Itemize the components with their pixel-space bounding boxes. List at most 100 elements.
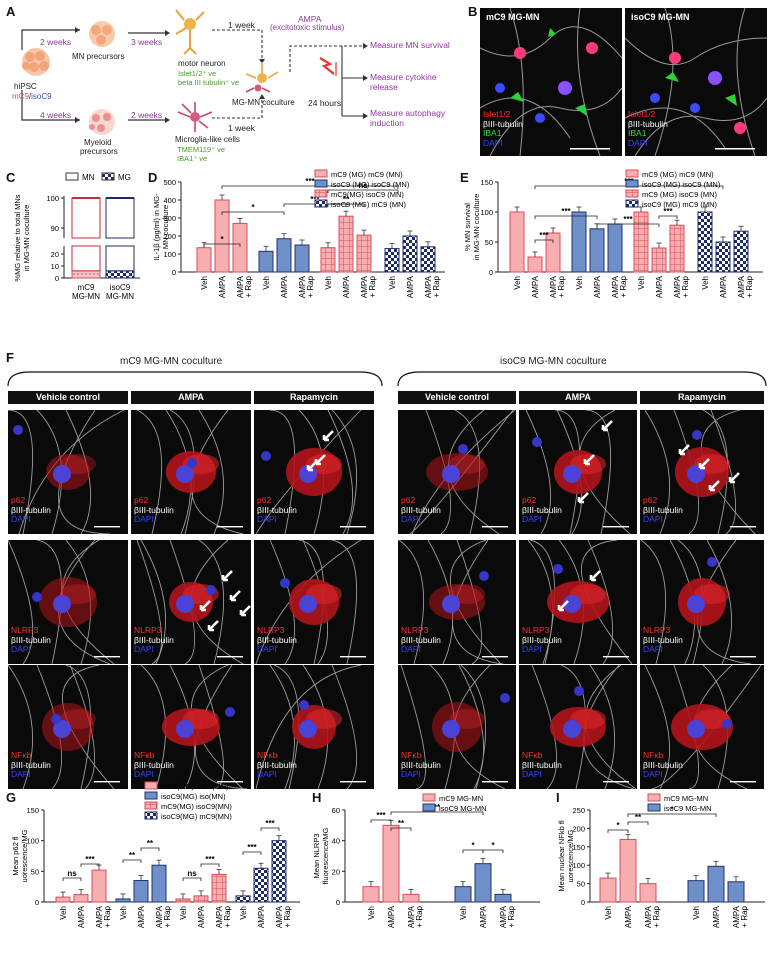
f-micrograph-legend: NFκb βIII-tubulin DAPI: [522, 750, 562, 780]
two-weeks-bot: 2 weeks: [131, 110, 163, 120]
bar-e: [715, 241, 731, 273]
x-tick-label: AMPA: [655, 275, 664, 298]
f-micrograph-legend: NLRP3 βIII-tubulin DAPI: [401, 625, 441, 655]
bar-i: [727, 881, 745, 903]
legend-swatch: [144, 791, 158, 800]
x-tick-label: Veh: [513, 276, 522, 290]
y-tick-label: 0: [489, 268, 493, 277]
marker-label: NLRP3: [401, 625, 429, 635]
legend-label: mC9 (MG) mC9 (MN): [331, 170, 403, 179]
tubulin-label: βIII-tubulin: [643, 504, 683, 515]
bar-e: [669, 224, 685, 273]
mc9-label: mC9: [12, 92, 29, 101]
f-column-header: Vehicle control: [398, 391, 516, 404]
legend-swatch: [625, 189, 639, 198]
significance-bracket: [182, 877, 202, 881]
legend-label: isoC9 MG-MN: [439, 804, 487, 813]
f-column-header: AMPA: [131, 391, 251, 404]
significance-label: ***: [305, 177, 315, 186]
bar-e: [697, 211, 713, 273]
x-tick-label: AMPA: [479, 905, 488, 928]
legend-label: isoC9 MG-MN: [664, 804, 712, 813]
marker-label: NLRP3: [522, 625, 550, 635]
legend-swatch: [314, 199, 328, 208]
significance-bracket: [221, 211, 285, 215]
x-tick-label: + Rap: [103, 905, 112, 927]
f-micrograph-image: [531, 665, 637, 789]
outcome-autophagy-2: induction: [370, 118, 405, 128]
significance-bracket: [596, 223, 660, 227]
bar-e: [607, 223, 623, 273]
x-tick-label: + Rap: [244, 275, 253, 297]
bar-mn: [71, 245, 101, 272]
panel-letter-h: H: [312, 790, 322, 805]
x-tick-label: + Rap: [163, 905, 172, 927]
f-micrograph: NFκb βIII-tubulin DAPI: [131, 665, 251, 789]
significance-bracket: [140, 847, 160, 851]
arrow-icon: [322, 430, 334, 442]
significance-bracket: [658, 215, 678, 219]
x-tick-label: + Rap: [432, 275, 441, 297]
x-tick-label: Veh: [262, 276, 271, 290]
dapi-label: DAPI: [134, 769, 154, 779]
y-tick-label: 400: [163, 196, 176, 205]
marker-label: NFκb: [522, 750, 543, 760]
significance-label: ***: [561, 207, 571, 216]
significance-bracket: [482, 849, 504, 853]
x-tick-label: AMPA: [387, 905, 396, 928]
bar-i: [639, 883, 657, 903]
legend-label: isoC9 (MG) mC9 (MN): [642, 200, 717, 209]
two-weeks-top: 2 weeks: [40, 37, 72, 47]
tubulin-legend-2: βIII-tubulin: [628, 118, 668, 129]
legend-swatch: [625, 179, 639, 188]
f-column-header: AMPA: [519, 391, 637, 404]
legend-swatch: [65, 172, 79, 181]
x-tick-label: AMPA: [197, 905, 206, 928]
y-tick-label: 500: [163, 178, 176, 187]
legend-swatch: [647, 793, 661, 802]
bar-g: [271, 840, 287, 903]
bar-e: [509, 211, 525, 273]
y-tick-label: 300: [163, 214, 176, 223]
dapi-label: DAPI: [401, 644, 421, 654]
x-tick-label: Veh: [179, 906, 188, 920]
x-tick-label: + Rap: [557, 275, 566, 297]
y-axis-label: MN coculture: [161, 205, 170, 249]
y-tick-label: 0: [581, 898, 585, 907]
f-micrograph: NLRP3 βIII-tubulin DAPI: [254, 540, 374, 664]
slash-label: /: [28, 92, 32, 101]
f-micrograph-image: [255, 410, 366, 534]
significance-bracket: [200, 863, 220, 867]
f-micrograph: NLRP3 βIII-tubulin DAPI: [398, 540, 516, 664]
x-tick-label: AMPA: [407, 905, 416, 928]
significance-bracket: [62, 877, 82, 881]
bar-mn: [105, 245, 135, 272]
chart-i: 0 50 100 150 200 250 Mean nuclear NFkb fl uores…: [557, 793, 765, 928]
significance-bracket: [534, 215, 598, 219]
marker-label: p62: [401, 495, 416, 505]
x-tick-label: AMPA: [280, 275, 289, 298]
bar-d: [196, 247, 212, 273]
significance-bracket: [534, 239, 554, 243]
tubulin-label: βIII-tubulin: [643, 759, 683, 770]
significance-label: **: [343, 195, 350, 204]
panel-letter-d: D: [148, 170, 158, 185]
bar-e: [589, 228, 605, 273]
marker-label: p62: [11, 495, 26, 505]
x-tick-label: AMPA: [624, 905, 633, 928]
four-weeks: 4 weeks: [40, 110, 72, 120]
bar-d: [402, 235, 418, 273]
legend-label: mC9 MG-MN: [439, 794, 483, 803]
dapi-label: DAPI: [11, 514, 31, 524]
tubulin-label: βIII-tubulin: [257, 634, 297, 645]
bar-h: [402, 893, 420, 903]
f-micrograph-image: [400, 665, 510, 789]
significance-label: ***: [265, 819, 275, 828]
x-tick-label: AMPA: [360, 275, 369, 298]
f-micrograph-legend: NFκb βIII-tubulin DAPI: [401, 750, 441, 780]
f-micrograph: NFκb βIII-tubulin DAPI: [398, 665, 516, 789]
bar-h: [382, 824, 400, 903]
legend-label: isoC9 (MG) isoC9 (MN): [642, 180, 721, 189]
y-tick-label: 0: [172, 268, 176, 277]
marker-label: NLRP3: [134, 625, 162, 635]
